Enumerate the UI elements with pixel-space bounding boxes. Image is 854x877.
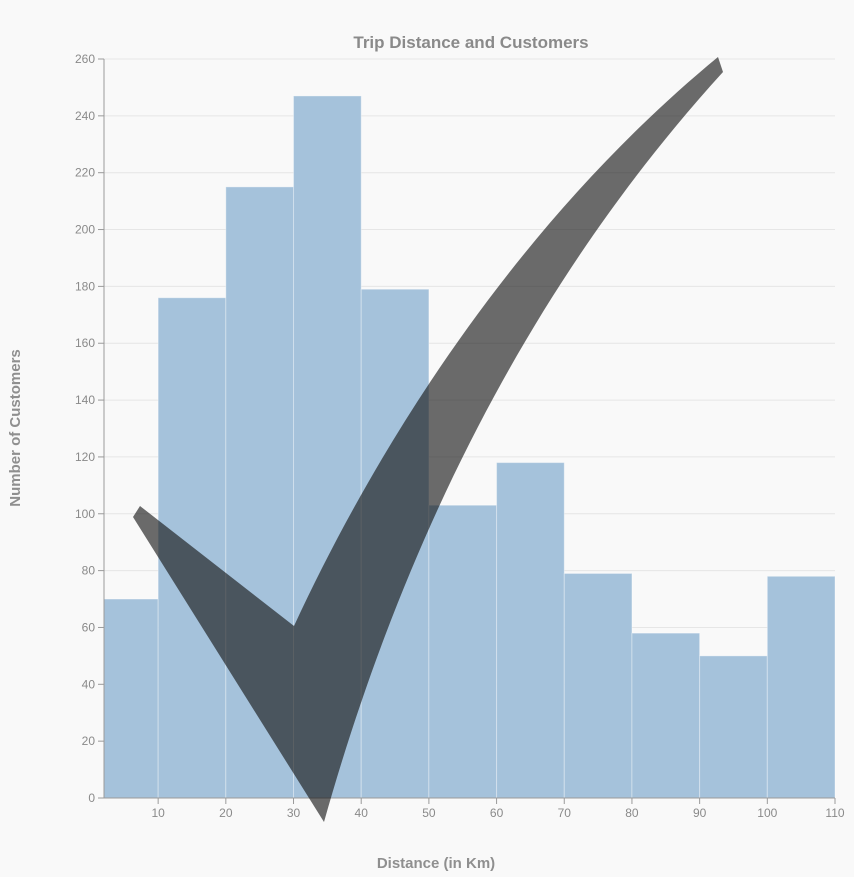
y-tick-label: 0 [88,791,95,805]
histogram-bar [699,655,768,799]
x-tick-label: 50 [422,806,436,820]
x-tick-label: 40 [355,806,369,820]
bars [103,95,836,799]
y-tick-label: 140 [75,393,95,407]
x-tick-label: 10 [151,806,165,820]
histogram-bar [563,572,633,799]
y-tick-label: 260 [75,52,95,66]
x-axis-title: Distance (in Km) [377,855,495,872]
y-tick-label: 20 [82,734,96,748]
y-tick-label: 80 [82,564,96,578]
histogram-bar [103,598,159,799]
y-tick-label: 60 [82,620,96,634]
y-tick-label: 240 [75,109,95,123]
histogram-bar [766,575,836,799]
histogram-bar [496,462,565,799]
y-tick-label: 200 [75,223,95,237]
y-axis-title: Number of Customers [7,349,24,507]
x-tick-label: 80 [625,806,639,820]
x-tick-label: 100 [757,806,777,820]
y-tick-label: 180 [75,279,95,293]
x-tick-label: 90 [693,806,707,820]
chart-title: Trip Distance and Customers [353,33,588,52]
y-axis-ticks: 0 20 40 60 80 100 120 140 160 180 200 220 240 260 [75,52,104,805]
x-tick-label: 60 [490,806,504,820]
x-axis-ticks: 10 20 30 40 50 60 70 80 90 100 110 [151,798,845,820]
x-tick-label: 20 [219,806,233,820]
x-tick-label: 30 [287,806,301,820]
y-tick-label: 220 [75,166,95,180]
histogram-bar [631,632,701,799]
histogram-bar [428,504,498,799]
x-tick-label: 70 [558,806,572,820]
y-tick-label: 120 [75,450,95,464]
x-tick-label: 110 [825,806,844,820]
y-tick-label: 40 [82,677,96,691]
checkmark-icon [133,57,723,822]
y-tick-label: 160 [75,336,95,350]
y-tick-label: 100 [75,507,95,521]
